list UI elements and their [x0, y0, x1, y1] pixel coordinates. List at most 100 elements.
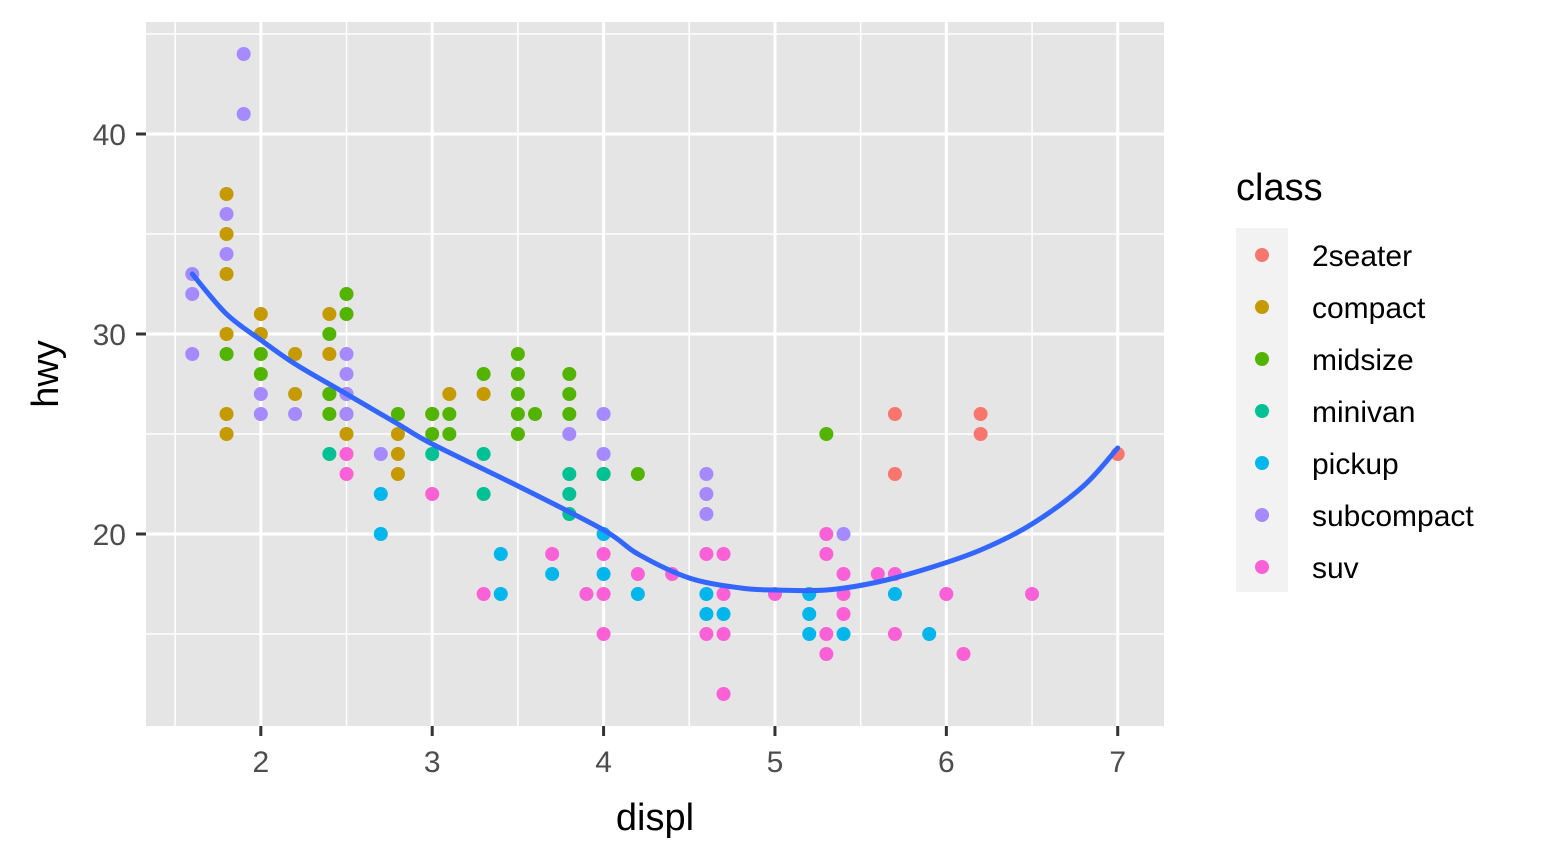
data-point-compact [322, 347, 337, 361]
data-point-midsize [339, 307, 354, 321]
legend-label-subcompact: subcompact [1312, 500, 1474, 533]
y-tick-label: 40 [93, 119, 126, 152]
data-point-suv [579, 587, 594, 601]
data-point-suv [887, 627, 902, 641]
legend-key-pickup [1255, 456, 1269, 470]
data-point-suv [819, 547, 834, 561]
data-point-subcompact [253, 387, 268, 401]
grid-major [146, 22, 1164, 726]
data-point-2seater [973, 427, 988, 441]
data-point-suv [716, 687, 731, 701]
data-point-midsize [219, 347, 234, 361]
x-tick-label: 3 [424, 746, 441, 779]
legend-key-subcompact [1255, 508, 1269, 522]
data-point-suv [476, 587, 491, 601]
data-point-compact [219, 267, 234, 281]
data-point-pickup [596, 567, 611, 581]
data-point-compact [219, 227, 234, 241]
data-point-pickup [373, 487, 388, 501]
data-point-2seater [973, 407, 988, 421]
data-point-suv [716, 587, 731, 601]
data-point-compact [339, 427, 354, 441]
x-axis-title: displ [616, 797, 694, 839]
data-point-suv [716, 547, 731, 561]
data-point-midsize [630, 467, 645, 481]
x-tick-label: 5 [767, 746, 784, 779]
data-point-midsize [562, 387, 577, 401]
data-point-suv [596, 547, 611, 561]
data-point-suv [939, 587, 954, 601]
legend-key-2seater [1255, 248, 1269, 262]
data-point-suv [716, 627, 731, 641]
data-point-minivan [476, 487, 491, 501]
data-point-pickup [545, 567, 560, 581]
data-point-midsize [322, 387, 337, 401]
data-point-compact [219, 407, 234, 421]
data-point-subcompact [562, 427, 577, 441]
x-axis-ticks: 2 3 4 5 6 7 [252, 726, 1126, 779]
data-point-suv [596, 587, 611, 601]
data-point-subcompact [219, 207, 234, 221]
data-point-compact [390, 467, 405, 481]
data-point-subcompact [699, 467, 714, 481]
data-point-suv [819, 627, 834, 641]
data-point-compact [476, 387, 491, 401]
data-point-subcompact [339, 347, 354, 361]
x-tick-label: 7 [1109, 746, 1126, 779]
data-point-subcompact [699, 487, 714, 501]
y-axis-title: hwy [25, 340, 67, 408]
data-point-pickup [373, 527, 388, 541]
data-point-midsize [253, 347, 268, 361]
data-point-compact [219, 427, 234, 441]
data-point-suv [339, 447, 354, 461]
data-point-midsize [819, 427, 834, 441]
data-point-midsize [510, 347, 525, 361]
data-point-subcompact [253, 407, 268, 421]
data-point-compact [219, 187, 234, 201]
data-point-midsize [253, 367, 268, 381]
data-point-suv [699, 627, 714, 641]
data-point-subcompact [373, 447, 388, 461]
data-point-minivan [425, 447, 440, 461]
data-point-midsize [510, 367, 525, 381]
data-point-suv [1025, 587, 1040, 601]
legend-label-minivan: minivan [1312, 396, 1415, 429]
data-point-suv [425, 487, 440, 501]
data-point-compact [288, 347, 303, 361]
data-point-minivan [322, 447, 337, 461]
data-point-pickup [802, 607, 817, 621]
data-point-subcompact [185, 287, 200, 301]
data-point-pickup [887, 587, 902, 601]
data-point-compact [390, 427, 405, 441]
data-points [185, 47, 1125, 701]
data-point-compact [390, 447, 405, 461]
data-point-pickup [802, 627, 817, 641]
data-point-subcompact [236, 107, 251, 121]
data-point-subcompact [236, 47, 251, 61]
data-point-compact [288, 387, 303, 401]
legend-label-midsize: midsize [1312, 344, 1414, 377]
data-point-pickup [699, 607, 714, 621]
data-point-pickup [630, 587, 645, 601]
data-point-2seater [887, 467, 902, 481]
data-point-subcompact [339, 367, 354, 381]
legend-label-compact: compact [1312, 292, 1426, 325]
data-point-suv [819, 647, 834, 661]
data-point-suv [836, 607, 851, 621]
data-point-suv [545, 547, 560, 561]
data-point-pickup [836, 627, 851, 641]
legend-label-suv: suv [1312, 552, 1359, 585]
legend-key-minivan [1255, 404, 1269, 418]
data-point-midsize [442, 427, 457, 441]
data-point-midsize [339, 287, 354, 301]
legend-key-compact [1255, 300, 1269, 314]
data-point-midsize [322, 327, 337, 341]
data-point-subcompact [596, 407, 611, 421]
data-point-pickup [922, 627, 937, 641]
data-point-subcompact [596, 447, 611, 461]
data-point-suv [699, 547, 714, 561]
data-point-midsize [562, 407, 577, 421]
data-point-suv [339, 467, 354, 481]
data-point-suv [870, 567, 885, 581]
data-point-pickup [716, 607, 731, 621]
